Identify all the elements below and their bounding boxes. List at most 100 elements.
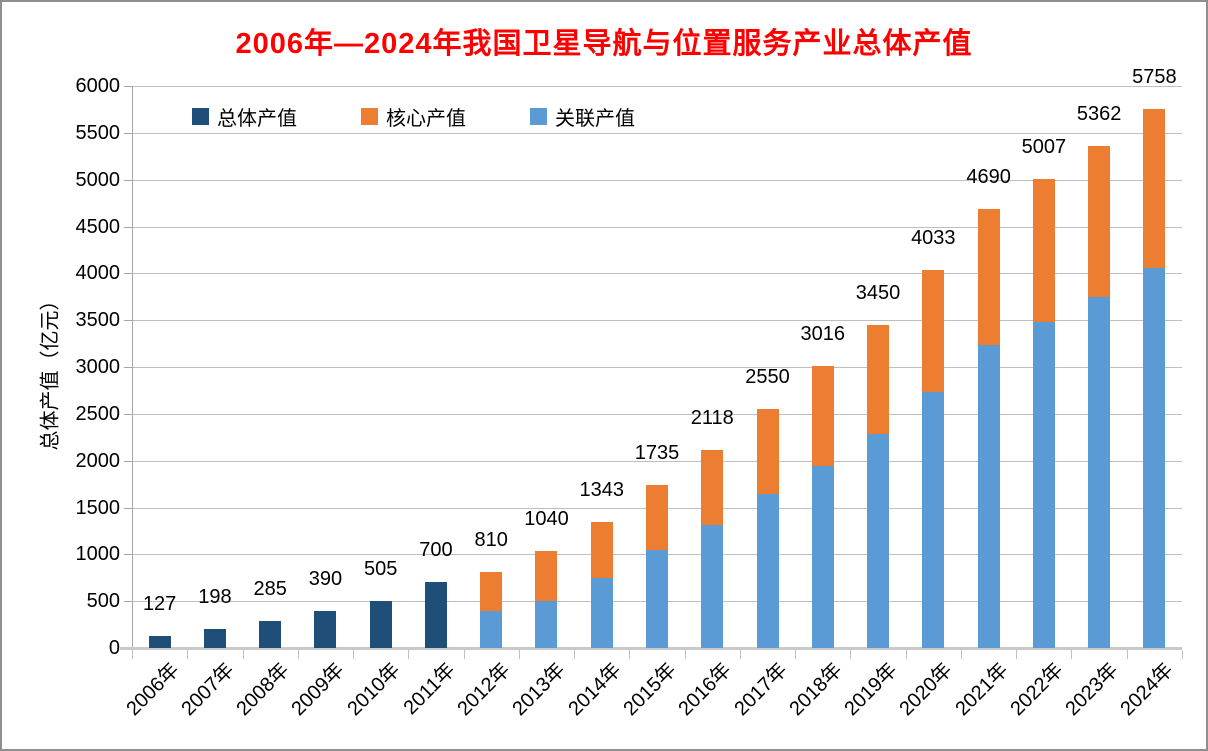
legend-swatch-total-icon — [192, 108, 209, 125]
gridline — [132, 367, 1182, 368]
gridline — [132, 86, 1182, 87]
bar-related — [1088, 296, 1111, 648]
value-label: 5758 — [1132, 65, 1177, 88]
chart-title: 2006年—2024年我国卫星导航与位置服务产业总体产值 — [235, 28, 973, 60]
bar-total — [259, 621, 282, 648]
y-axis-tick — [124, 132, 132, 134]
bar-related — [811, 465, 834, 648]
bar-related — [977, 344, 1000, 648]
legend-item-related: 关联产值 — [530, 102, 635, 131]
value-label: 390 — [308, 568, 343, 591]
x-axis-tick — [1182, 650, 1183, 659]
y-axis-tick — [124, 226, 132, 228]
bar-core — [590, 522, 613, 578]
x-axis-tick — [684, 650, 686, 659]
x-axis-tick — [518, 650, 520, 659]
y-tick-label: 5500 — [75, 121, 121, 144]
x-axis-tick — [242, 650, 244, 659]
x-axis-tick — [739, 650, 741, 659]
bar-related — [646, 549, 668, 648]
y-tick-label: 1000 — [75, 543, 121, 566]
x-axis-tick — [960, 650, 962, 659]
y-tick-label: 5000 — [75, 168, 121, 191]
gridline — [132, 320, 1182, 322]
y-axis-tick — [124, 507, 132, 509]
legend-item-total: 总体产值 — [192, 102, 297, 131]
value-label: 1040 — [524, 507, 569, 530]
x-axis-tick — [297, 650, 299, 659]
x-axis-tick — [408, 650, 410, 659]
y-axis-line — [132, 86, 133, 648]
legend-swatch-related-icon — [530, 108, 547, 125]
x-axis-tick — [1126, 650, 1128, 659]
y-tick-label: 2000 — [75, 449, 121, 472]
gridline — [132, 460, 1182, 462]
x-axis-tick — [132, 650, 133, 659]
y-axis-tick — [124, 86, 132, 87]
value-label: 4690 — [966, 165, 1011, 188]
gridline — [132, 273, 1182, 275]
bar-related — [922, 391, 945, 648]
x-axis-tick — [463, 650, 465, 659]
legend-swatch-core-icon — [361, 108, 378, 125]
y-axis-tick — [124, 367, 132, 368]
bar-related — [756, 493, 779, 648]
value-label: 5362 — [1076, 102, 1122, 125]
value-label: 4033 — [911, 227, 956, 250]
y-tick-label: 3000 — [75, 356, 121, 378]
bar-total — [369, 600, 392, 648]
bar-total — [314, 611, 337, 648]
x-axis-tick — [905, 650, 907, 659]
y-axis-tick — [124, 601, 132, 603]
y-axis-tick — [124, 320, 132, 322]
bar-core — [535, 550, 558, 602]
x-axis-tick — [1016, 650, 1018, 659]
y-tick-label: 3500 — [75, 309, 121, 332]
legend-label-total: 总体产值 — [217, 108, 297, 130]
y-tick-label: 4500 — [75, 215, 121, 238]
bar-core — [701, 449, 724, 526]
x-axis-tick — [574, 650, 576, 659]
x-axis-line — [120, 647, 1182, 650]
gridline — [132, 132, 1182, 134]
value-label: 505 — [363, 557, 398, 580]
y-tick-label: 500 — [86, 590, 120, 613]
bar-related — [480, 611, 503, 648]
bar-core — [756, 409, 779, 494]
bar-core — [811, 365, 834, 466]
gridline — [132, 179, 1182, 181]
legend: 总体产值 核心产值 关联产值 — [192, 102, 635, 131]
gridline — [132, 413, 1182, 415]
value-label: 1735 — [634, 442, 680, 465]
bar-related — [1143, 267, 1166, 648]
value-label: 3016 — [800, 322, 846, 345]
x-axis-tick — [187, 650, 189, 659]
bar-core — [646, 485, 668, 550]
y-axis-tick — [124, 460, 132, 462]
value-label: 2118 — [690, 406, 734, 429]
bar-related — [867, 434, 890, 648]
bar-core — [1032, 179, 1055, 323]
bar-core — [1088, 145, 1111, 297]
y-axis-tick — [124, 554, 132, 556]
value-label: 198 — [198, 586, 232, 609]
value-label: 5007 — [1021, 136, 1067, 158]
x-axis-tick — [850, 650, 852, 659]
legend-label-core: 核心产值 — [386, 108, 466, 130]
y-tick-label: 1500 — [75, 496, 121, 519]
y-tick-label: 4000 — [75, 262, 121, 285]
value-label: 700 — [419, 539, 453, 562]
y-axis-tick — [124, 179, 132, 181]
legend-item-core: 核心产值 — [361, 102, 466, 131]
bar-core — [867, 324, 890, 435]
x-axis-tick — [1071, 650, 1073, 659]
x-axis-tick — [353, 650, 355, 659]
y-axis-tick — [124, 273, 132, 275]
bar-related — [701, 525, 724, 648]
bar-core — [977, 208, 1000, 345]
y-tick-label: 6000 — [75, 75, 121, 97]
y-tick-label: 2500 — [75, 402, 121, 425]
value-label: 1343 — [579, 479, 624, 502]
y-axis-tick — [124, 413, 132, 415]
